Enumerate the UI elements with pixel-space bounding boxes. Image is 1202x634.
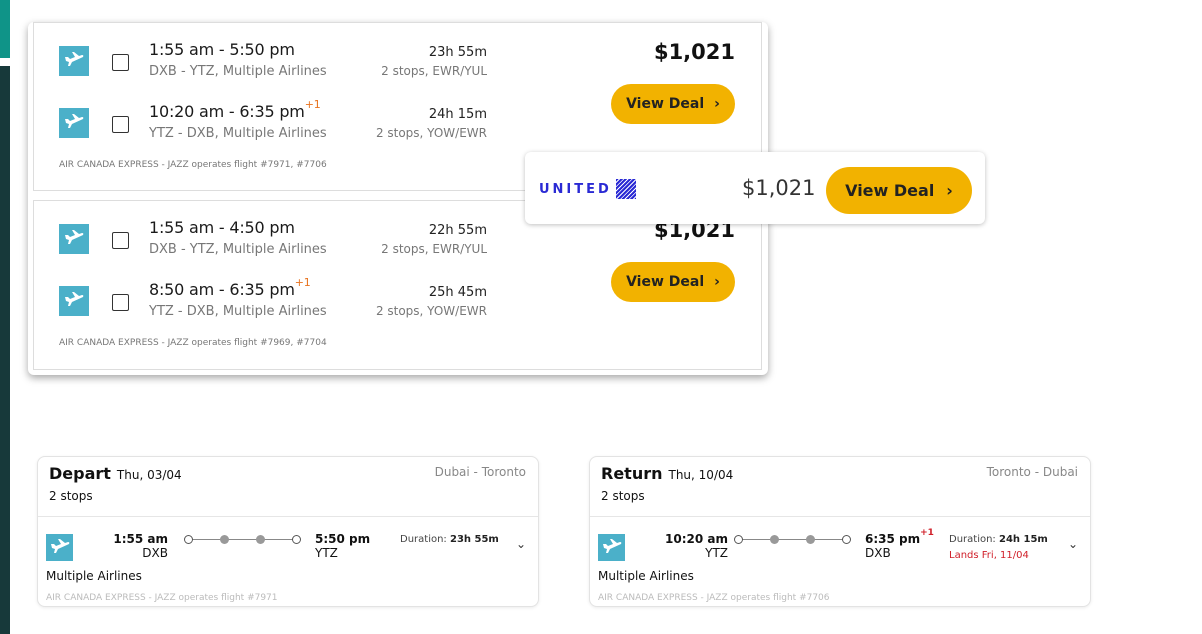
stops-timeline [184,535,301,544]
chevron-down-icon[interactable]: ⌄ [1067,537,1078,551]
card-stops: 2 stops [49,489,93,503]
duration: Duration: 23h 55m [400,534,499,545]
stops-timeline [734,535,851,544]
result-card: 1:55 am - 5:50 pm DXB - YTZ, Multiple Ai… [33,22,762,191]
airline-logo [59,224,89,254]
card-title: Depart Thu, 03/04 [49,464,182,483]
airline-logo [598,534,625,561]
compare-checkbox[interactable] [112,294,129,311]
leg-stops: 2 stops, YOW/EWR [375,126,487,140]
arrival-code: DXB [865,546,891,560]
chevron-down-icon[interactable]: ⌄ [515,537,526,551]
destination-dot [842,535,851,544]
chevron-right-icon: › [714,96,720,112]
chevron-right-icon: › [946,181,953,200]
leg-times: 10:20 am - 6:35 pm+1 [149,98,321,121]
flight-leg: 8:50 am - 6:35 pm+1 YTZ - DXB, Multiple … [34,276,763,339]
stop-dot [770,535,779,544]
compare-checkbox[interactable] [112,232,129,249]
operator-note: AIR CANADA EXPRESS - JAZZ operates fligh… [46,593,278,603]
destination-dot [292,535,301,544]
airline-logo [59,286,89,316]
day-offset: +1 [304,98,321,111]
airline-name: Multiple Airlines [46,569,142,583]
leg-stops: 2 stops, EWR/YUL [381,242,487,256]
operator-note: AIR CANADA EXPRESS - JAZZ operates fligh… [598,593,830,603]
leg-duration: 23h 55m [428,45,487,60]
stop-dot [806,535,815,544]
departure-time: 1:55 am [113,532,168,546]
leg-route: DXB - YTZ, Multiple Airlines [149,64,327,79]
origin-dot [184,535,193,544]
united-logo: UNITED [539,179,636,199]
airline-logo [59,46,89,76]
price: $1,021 [653,40,735,64]
plane-icon [50,538,70,558]
leg-route: YTZ - DXB, Multiple Airlines [149,126,327,141]
divider [38,516,538,517]
airline-logo [46,534,73,561]
duration: Duration: 24h 15m [949,534,1048,545]
airline-name: UNITED [539,181,612,197]
divider [590,516,1090,517]
leg-stops: 2 stops, EWR/YUL [381,64,487,78]
arrival-time: 5:50 pm [315,532,371,546]
arrival-time: 6:35 pm+1 [865,528,934,546]
plane-icon [602,538,622,558]
leg-times: 8:50 am - 6:35 pm+1 [149,276,311,299]
plane-icon [64,291,84,311]
airline-name: Multiple Airlines [598,569,694,583]
airline-logo [59,108,89,138]
popup-view-deal-button[interactable]: View Deal › [826,167,972,214]
sidebar-accent [0,0,10,58]
button-label: View Deal [845,181,935,200]
leg-route: DXB - YTZ, Multiple Airlines [149,242,327,257]
departure-code: DXB [142,546,168,560]
card-stops: 2 stops [601,489,645,503]
leg-times: 1:55 am - 5:50 pm [149,40,295,59]
stop-dot [220,535,229,544]
leg-stops: 2 stops, YOW/EWR [375,304,487,318]
popup-price: $1,021 [742,176,816,200]
leg-route: YTZ - DXB, Multiple Airlines [149,304,327,319]
stop-dot [256,535,265,544]
leg-duration: 22h 55m [428,223,487,238]
result-card: 1:55 am - 4:50 pm DXB - YTZ, Multiple Ai… [33,200,762,370]
sidebar [0,66,10,634]
view-deal-button[interactable]: View Deal › [611,84,735,124]
leg-times: 1:55 am - 4:50 pm [149,218,295,237]
globe-icon [615,179,636,199]
operator-note: AIR CANADA EXPRESS - JAZZ operates fligh… [59,338,327,348]
flight-leg: 10:20 am - 6:35 pm+1 YTZ - DXB, Multiple… [34,98,763,161]
plane-icon [64,51,84,71]
plane-icon [64,229,84,249]
chevron-right-icon: › [714,274,720,290]
flight-leg: 1:55 am - 5:50 pm DXB - YTZ, Multiple Ai… [34,37,763,99]
card-title: Return Thu, 10/04 [601,464,734,483]
lands-note: Lands Fri, 11/04 [949,550,1029,561]
card-date: Thu, 03/04 [116,468,182,482]
plane-icon [64,113,84,133]
card-date: Thu, 10/04 [668,468,734,482]
leg-duration: 24h 15m [428,107,487,122]
view-deal-button[interactable]: View Deal › [611,262,735,302]
return-card: Return Thu, 10/04 Toronto - Dubai 2 stops… [589,456,1091,607]
deal-popup: UNITED $1,021 View Deal › [525,152,985,224]
compare-checkbox[interactable] [112,116,129,133]
departure-time: 10:20 am [665,532,728,546]
origin-dot [734,535,743,544]
day-offset: +1 [294,276,311,289]
arrival-code: YTZ [315,546,338,560]
operator-note: AIR CANADA EXPRESS - JAZZ operates fligh… [59,160,327,170]
compare-checkbox[interactable] [112,54,129,71]
leg-duration: 25h 45m [428,285,487,300]
depart-card: Depart Thu, 03/04 Dubai - Toronto 2 stops… [37,456,539,607]
card-cities: Dubai - Toronto [434,465,526,479]
departure-code: YTZ [705,546,728,560]
flight-leg: 1:55 am - 4:50 pm DXB - YTZ, Multiple Ai… [34,215,763,277]
card-cities: Toronto - Dubai [986,465,1078,479]
